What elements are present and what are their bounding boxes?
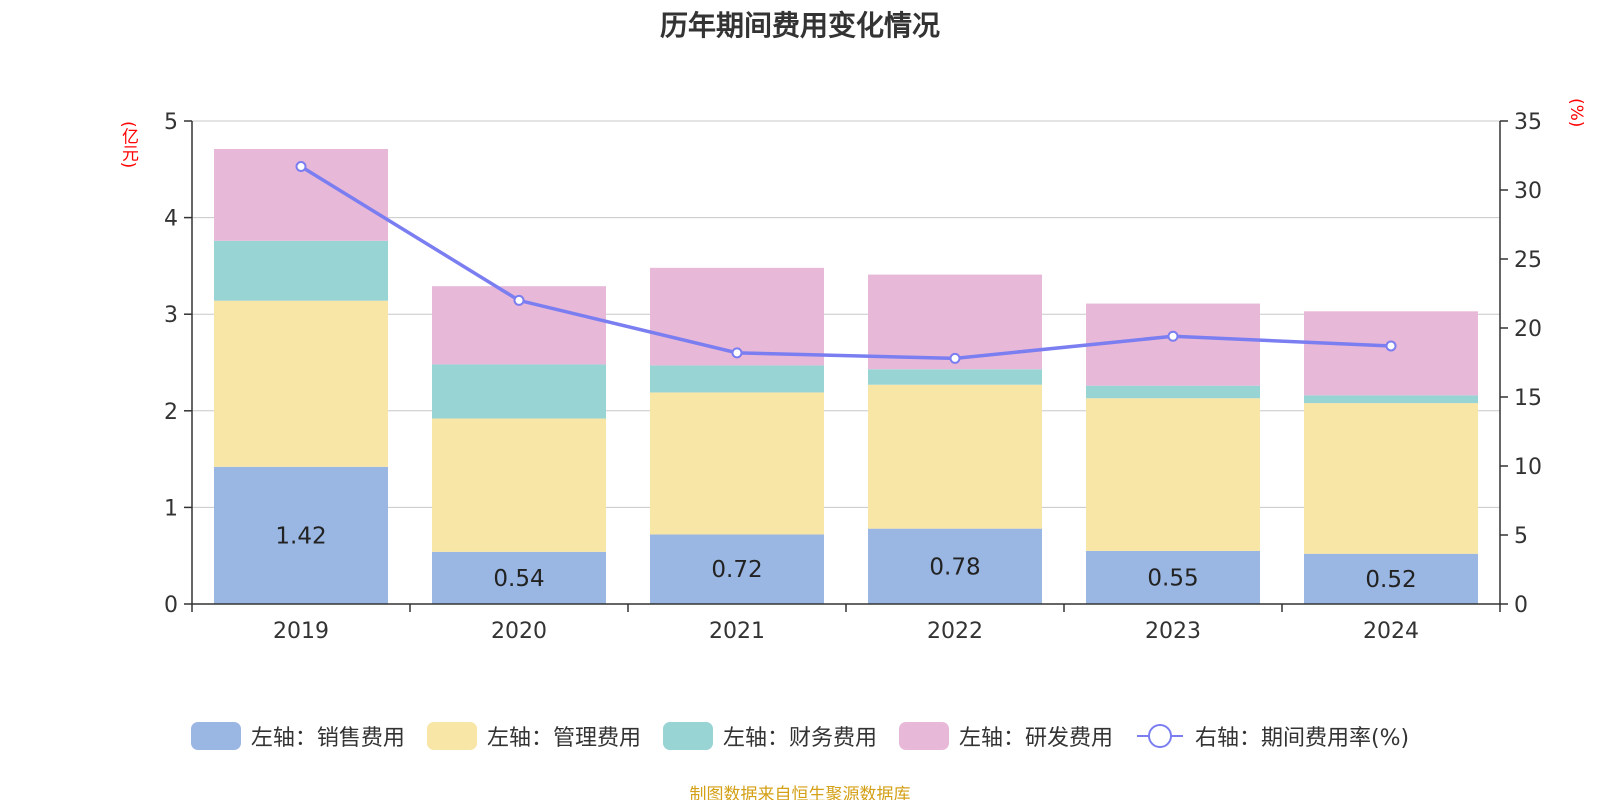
axes-layer: 0 1 2 3 4 5 0 5 10 15 20 25 30 35 2019 2020 2021 2022 2023… xyxy=(164,110,1542,644)
rate-line xyxy=(300,165,1392,361)
right-axis-tick-label: 0 xyxy=(1514,593,1528,618)
legend-swatch xyxy=(426,722,477,750)
bar-segment xyxy=(1304,395,1478,404)
x-axis-tick-label: 2019 xyxy=(273,619,329,644)
x-axis-tick-label: 2024 xyxy=(1363,619,1419,644)
bar-segment xyxy=(650,392,824,535)
bars-layer xyxy=(214,149,1478,604)
grid-layer xyxy=(192,120,1500,508)
bar-segment xyxy=(868,369,1042,385)
right-axis-tick-label: 5 xyxy=(1514,524,1528,549)
legend-label: 左轴：研发费用 xyxy=(958,726,1113,751)
rate-point xyxy=(513,294,525,306)
legend-label: 左轴：财务费用 xyxy=(722,726,877,751)
bar-data-label: 0.54 xyxy=(493,566,544,592)
legend-label: 左轴：销售费用 xyxy=(250,726,405,751)
legend-item[interactable]: 左轴：研发费用 xyxy=(898,720,1113,752)
x-axis-tick-label: 2022 xyxy=(927,619,983,644)
rate-point xyxy=(731,347,743,359)
bar-segment xyxy=(868,384,1042,529)
bar-segment xyxy=(1304,403,1478,554)
legend-item[interactable]: 左轴：财务费用 xyxy=(662,720,877,752)
bar-segment xyxy=(1304,311,1478,396)
bar-segment xyxy=(650,534,824,604)
rate-point xyxy=(295,161,307,173)
legend-label: 左轴：管理费用 xyxy=(486,726,641,751)
x-axis-tick-label: 2021 xyxy=(709,619,765,644)
right-axis-tick-label: 20 xyxy=(1514,317,1542,342)
left-axis-tick-label: 5 xyxy=(164,110,178,135)
legend-swatch xyxy=(190,722,241,750)
line-layer xyxy=(295,161,1397,364)
legend-item[interactable]: 左轴：管理费用 xyxy=(426,720,641,752)
left-axis-tick-label: 2 xyxy=(164,400,178,425)
legend-line-circle xyxy=(1147,724,1172,748)
x-axis-tick-label: 2023 xyxy=(1145,619,1201,644)
rate-point xyxy=(949,352,961,364)
right-axis-tick-label: 30 xyxy=(1514,179,1542,204)
right-axis-tick-label: 15 xyxy=(1514,386,1542,411)
bar-data-label: 1.42 xyxy=(275,523,326,549)
left-axis-tick-label: 0 xyxy=(164,593,178,618)
bar-data-label: 0.72 xyxy=(711,557,762,583)
bar-segment xyxy=(1086,550,1260,604)
left-axis-tick-label: 4 xyxy=(164,207,178,232)
rate-point xyxy=(1167,330,1179,342)
bar-segment xyxy=(1304,553,1478,604)
right-axis-tick-label: 10 xyxy=(1514,455,1542,480)
data-labels-layer: 1.42 0.54 0.72 0.78 0.55 0.52 xyxy=(275,523,1416,592)
chart-legend: 左轴：销售费用 左轴：管理费用 左轴：财务费用 左轴：研发费用 右轴：期间费用率(%) xyxy=(0,720,1600,752)
chart-title: 历年期间费用变化情况 xyxy=(659,9,940,42)
bar-segment xyxy=(650,365,824,393)
bar-data-label: 0.78 xyxy=(929,554,980,580)
bar-segment xyxy=(432,418,606,552)
bar-data-label: 0.52 xyxy=(1365,567,1416,593)
left-axis-tick-label: 3 xyxy=(164,303,178,328)
bar-segment xyxy=(432,551,606,604)
legend-item[interactable]: 右轴：期间费用率(%) xyxy=(1135,720,1409,752)
legend-swatch xyxy=(662,722,713,750)
bar-segment xyxy=(868,528,1042,604)
legend-line-marker xyxy=(1136,724,1183,748)
legend-swatch xyxy=(898,722,949,750)
right-axis-unit: (%) xyxy=(1566,98,1586,128)
left-axis-unit: (亿元) xyxy=(118,121,138,169)
legend-item[interactable]: 左轴：销售费用 xyxy=(190,720,405,752)
bar-segment xyxy=(1086,303,1260,386)
legend-label: 右轴：期间费用率(%) xyxy=(1194,726,1410,751)
bar-segment xyxy=(214,240,388,301)
left-axis-tick-label: 1 xyxy=(164,496,178,521)
bar-segment xyxy=(1086,385,1260,399)
bar-segment xyxy=(432,364,606,419)
data-source-note: 制图数据来自恒生聚源数据库 xyxy=(689,785,911,800)
x-axis-tick-label: 2020 xyxy=(491,619,547,644)
bar-segment xyxy=(1086,398,1260,551)
right-axis-tick-label: 25 xyxy=(1514,248,1542,273)
bar-segment xyxy=(214,466,388,604)
right-axis-tick-label: 35 xyxy=(1514,110,1542,135)
rate-point xyxy=(1385,340,1397,352)
bar-segment xyxy=(214,300,388,467)
bar-data-label: 0.55 xyxy=(1147,565,1198,591)
